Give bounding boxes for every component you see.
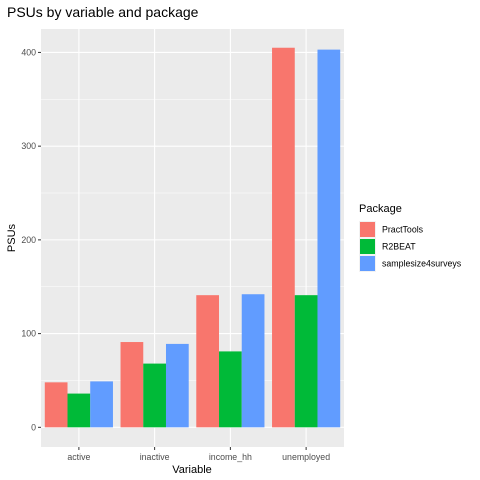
legend-swatch (360, 239, 375, 254)
legend-label: R2BEAT (382, 242, 416, 252)
bars (44, 47, 341, 428)
legend-label: samplesize4surveys (382, 259, 462, 269)
y-tick-label: 400 (21, 47, 36, 57)
bar (317, 49, 341, 428)
bar (44, 382, 68, 428)
bar (272, 47, 295, 428)
bar (165, 343, 189, 428)
x-tick-label: unemployed (282, 452, 330, 462)
legend-title: Package (359, 203, 402, 215)
bar (90, 381, 113, 428)
y-tick-label: 100 (21, 329, 36, 339)
x-tick-label: income_hh (209, 452, 252, 462)
legend-label: PractTools (382, 225, 424, 235)
legend: Package PractTools R2BEAT samplesize4surve… (359, 203, 462, 272)
legend-swatch (360, 222, 375, 237)
bar (120, 342, 144, 428)
bar (143, 363, 166, 428)
y-tick-label: 300 (21, 141, 36, 151)
x-tick-label: active (67, 452, 90, 462)
x-tick-label: inactive (140, 452, 170, 462)
bar (241, 294, 265, 428)
bar (196, 295, 220, 428)
legend-swatch (360, 256, 375, 271)
bar (219, 351, 242, 428)
chart-title: PSUs by variable and package (7, 4, 199, 20)
y-axis: 0 100 200 300 400 (21, 47, 41, 432)
bar (67, 393, 91, 428)
y-tick-label: 0 (31, 422, 36, 432)
y-axis-title: PSUs (6, 223, 18, 252)
y-tick-label: 200 (21, 235, 36, 245)
x-axis: active inactive income_hh unemployed (67, 447, 330, 462)
bar (294, 295, 318, 428)
x-axis-title: Variable (172, 464, 212, 476)
